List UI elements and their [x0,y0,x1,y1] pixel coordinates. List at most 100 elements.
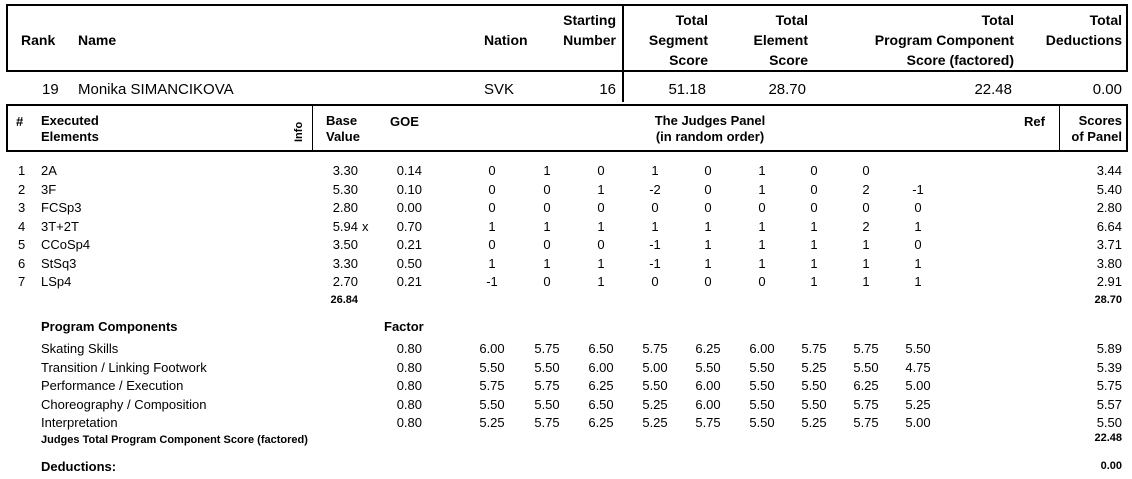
total-segment-line1: Total [675,12,708,28]
total-component-line1: Total [981,12,1014,28]
component-judge-score: 6.00 [588,359,614,375]
header-box [6,4,1128,72]
element-judge-score: 1 [914,255,922,271]
skater-rank: 19 [42,81,59,98]
element-num: 5 [18,237,26,252]
element-judge-score: -1 [486,274,498,289]
component-panel-score: 5.75 [1096,378,1122,393]
component-judge-score: 5.50 [801,396,827,412]
component-judge-score: 6.25 [695,341,721,356]
element-goe: 0.50 [396,255,422,271]
element-judge-score: 1 [704,218,712,234]
element-judge-score: 0 [758,200,766,215]
element-judge-score: 0 [914,237,922,252]
component-judge-score: 5.50 [479,359,505,375]
total-element-line3: Score [769,52,808,68]
starting-number-line2: Number [563,32,616,48]
element-judge-score: 1 [597,181,605,197]
total-element-header: Total Element Score [720,10,808,70]
element-panel-score: 3.44 [1096,163,1122,178]
component-judge-score: 5.75 [853,396,879,412]
deductions-total: 0.00 [1100,460,1122,472]
element-goe: 0.70 [396,218,422,234]
component-judge-score: 6.25 [588,378,614,393]
element-goe: 0.00 [396,200,422,215]
element-base: 3.50 [332,237,358,252]
executed-line1: Executed [41,113,99,128]
component-name: Transition / Linking Footwork [41,359,207,375]
elements-total-base: 26.84 [330,294,358,306]
element-judge-score: 1 [488,255,496,271]
element-judge-score: 0 [543,200,551,215]
component-judge-score: 5.50 [749,396,775,412]
element-judge-score: 0 [543,274,551,289]
scores-line2: of Panel [1071,129,1122,144]
element-judge-score: 1 [758,181,766,197]
skater-component-score: 22.48 [974,81,1012,98]
scores-divider [1059,104,1060,152]
element-judge-score: 1 [543,163,551,178]
component-judge-score: 5.50 [749,359,775,375]
component-judge-score: 6.25 [853,378,879,393]
deductions-label: Deductions: [41,459,117,474]
element-judge-score: 1 [862,255,870,271]
component-panel-score: 5.39 [1096,359,1122,375]
element-judge-score: -1 [649,255,661,271]
element-judge-score: 1 [862,274,870,289]
component-panel-score: 5.50 [1096,415,1122,430]
element-judge-score: -1 [649,237,661,252]
element-judge-score: 1 [597,255,605,271]
panel-line1: The Judges Panel [654,113,766,128]
element-goe: 0.21 [396,274,422,289]
total-component-header: Total Program Component Score (factored) [840,10,1014,70]
element-judge-score: 0 [488,237,496,252]
element-judge-score: 0 [488,181,496,197]
element-judge-score: -1 [912,181,924,197]
element-num: 1 [18,163,26,178]
executed-line2: Elements [41,129,99,144]
element-judge-score: 1 [704,237,712,252]
components-total: 22.48 [1094,432,1122,444]
component-judge-score: 5.25 [905,396,931,412]
element-judge-score: 1 [651,218,659,234]
element-judge-score: 0 [704,163,712,178]
element-panel-score: 2.91 [1096,274,1122,289]
element-name: FCSp3 [41,200,82,215]
component-name: Choreography / Composition [41,396,207,412]
component-judge-score: 5.50 [642,378,668,393]
element-name: LSp4 [41,274,72,289]
component-factor: 0.80 [396,415,422,430]
elements-total-score: 28.70 [1094,294,1122,306]
component-judge-score: 6.00 [479,341,505,356]
total-segment-line2: Segment [648,32,708,48]
element-judge-score: 1 [758,255,766,271]
starting-number-header: Starting Number [540,10,616,50]
element-judge-score: 1 [488,218,496,234]
element-judge-score: 1 [810,218,818,234]
element-judge-score: 0 [704,274,712,289]
element-bonus-mark: x [362,218,369,234]
name-header: Name [78,32,117,48]
component-judge-score: 5.50 [534,359,560,375]
element-panel-score: 3.80 [1096,255,1122,271]
total-deductions-line1: Total [1089,12,1122,28]
info-header: Info [293,121,305,142]
component-panel-score: 5.57 [1096,396,1122,412]
element-judge-score: 0 [543,181,551,197]
component-judge-score: 5.25 [642,396,668,412]
component-judge-score: 6.00 [695,378,721,393]
element-judge-score: 0 [597,163,605,178]
component-judge-score: 5.75 [534,378,560,393]
element-judge-score: 0 [704,181,712,197]
elements-header-box [6,104,1128,152]
component-factor: 0.80 [396,396,422,412]
component-judge-score: 5.50 [479,396,505,412]
component-judge-score: 5.25 [642,415,668,430]
element-judge-score: 1 [914,274,922,289]
component-judge-score: 5.50 [905,341,931,356]
component-judge-score: 5.50 [534,396,560,412]
element-judge-score: 1 [543,255,551,271]
element-judge-score: 1 [597,218,605,234]
element-judge-score: 0 [651,200,659,215]
element-judge-score: 1 [704,255,712,271]
